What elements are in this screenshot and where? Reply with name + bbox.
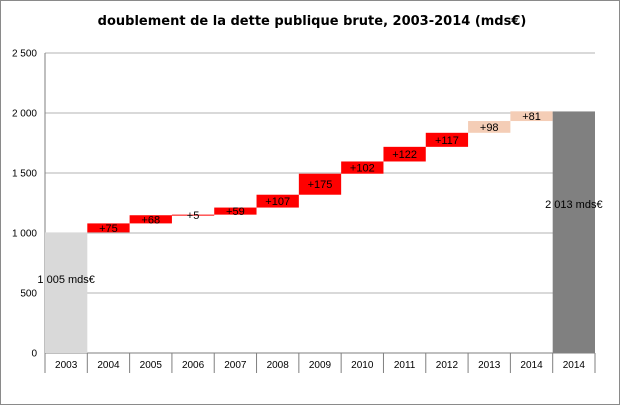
x-tick-label: 2009 (309, 360, 332, 371)
y-tick-label: 0 (31, 349, 37, 360)
data-label: +117 (435, 135, 459, 147)
increment-bar (341, 161, 384, 174)
x-tick-label: 2010 (351, 360, 374, 371)
x-tick-label: 2011 (394, 360, 416, 371)
data-label: +98 (480, 122, 499, 134)
data-label: +75 (99, 223, 118, 235)
increment-bar (129, 215, 172, 224)
x-tick-label: 2004 (97, 360, 120, 371)
increment-bar (468, 121, 511, 133)
total-bar (552, 111, 595, 353)
data-label: 1 005 mds€ (37, 274, 94, 286)
x-tick-label: 2008 (267, 360, 290, 371)
increment-bar (214, 207, 257, 215)
increment-bar (87, 223, 130, 233)
increment-bar (383, 146, 426, 162)
x-tick-label: 2013 (478, 360, 501, 371)
data-label: +175 (308, 179, 333, 191)
y-tick-label: 500 (20, 289, 37, 300)
increment-bar (298, 173, 342, 195)
data-label: +68 (141, 214, 160, 226)
increment-bar (171, 214, 215, 216)
y-tick-label: 2 500 (12, 49, 37, 60)
data-label: +107 (265, 196, 290, 208)
x-tick-label: 2012 (436, 360, 459, 371)
total-bar (45, 232, 88, 353)
x-tick-label: 2005 (140, 360, 163, 371)
x-tick-label: 2006 (182, 360, 205, 371)
data-label: +122 (392, 149, 417, 161)
data-label: +5 (187, 210, 200, 222)
y-tick-label: 1 000 (12, 229, 37, 240)
data-label: +59 (226, 206, 245, 218)
y-tick-label: 1 500 (12, 169, 37, 180)
x-tick-label: 2007 (224, 360, 247, 371)
y-tick-label: 2 000 (12, 109, 37, 120)
data-label: 2 013 mds€ (545, 199, 602, 211)
x-tick-label: 2014 (520, 360, 543, 371)
data-label: +81 (522, 111, 541, 123)
increment-bar (425, 132, 469, 147)
data-label: +102 (350, 163, 375, 175)
increment-bar (510, 111, 553, 122)
x-tick-label: 2014 (563, 360, 586, 371)
chart-title: doublement de la dette publique brute, 2… (98, 14, 527, 29)
increment-bar (256, 194, 299, 208)
x-tick-label: 2003 (55, 360, 78, 371)
